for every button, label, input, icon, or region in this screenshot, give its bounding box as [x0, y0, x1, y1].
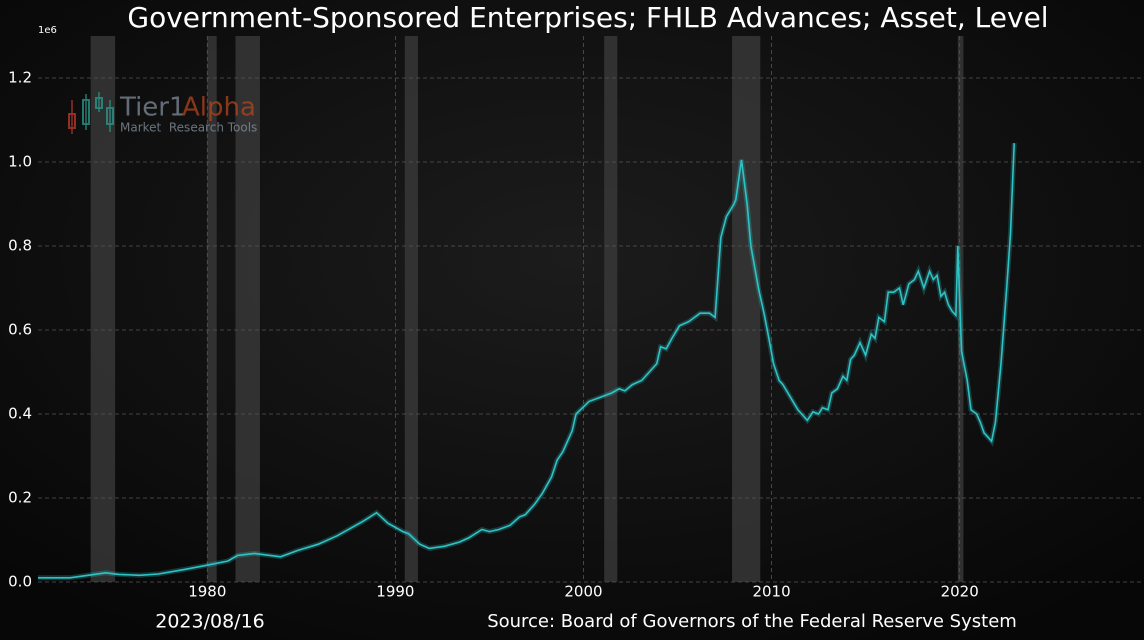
logo-tagline: Market Research Tools: [120, 121, 257, 135]
logo: Tier1 Alpha Market Research Tools: [68, 92, 257, 135]
y-tick-label: 1.2: [8, 69, 32, 87]
recession-band: [90, 36, 116, 582]
y-tick-label: 0.2: [8, 489, 32, 507]
recession-band: [235, 36, 260, 582]
date: 2023/08/16: [155, 611, 265, 633]
x-tick-label: 1990: [376, 583, 414, 601]
x-tick-label: 1980: [188, 583, 226, 601]
y-tick-label: 0.4: [8, 405, 32, 423]
chart-title: Government-Sponsored Enterprises; FHLB A…: [127, 1, 1048, 34]
logo-name2: Alpha: [182, 93, 256, 123]
series-line: [38, 143, 1015, 579]
y-tick-label: 0.6: [8, 321, 32, 339]
recession-band: [604, 36, 618, 582]
x-tick-label: 2020: [941, 583, 979, 601]
y-tick-label: 0.0: [8, 573, 32, 591]
recession-band: [732, 36, 761, 582]
logo-name: Tier1: [119, 93, 186, 123]
y-tick-label: 1.0: [8, 153, 32, 171]
y-tick-label: 0.8: [8, 237, 32, 255]
recession-band: [404, 36, 418, 582]
y-offset-label: 1e6: [38, 25, 57, 36]
source: Source: Board of Governors of the Federa…: [487, 611, 1017, 632]
x-tick-label: 2000: [564, 583, 602, 601]
x-tick-label: 2010: [752, 583, 790, 601]
recession-band: [207, 36, 217, 582]
